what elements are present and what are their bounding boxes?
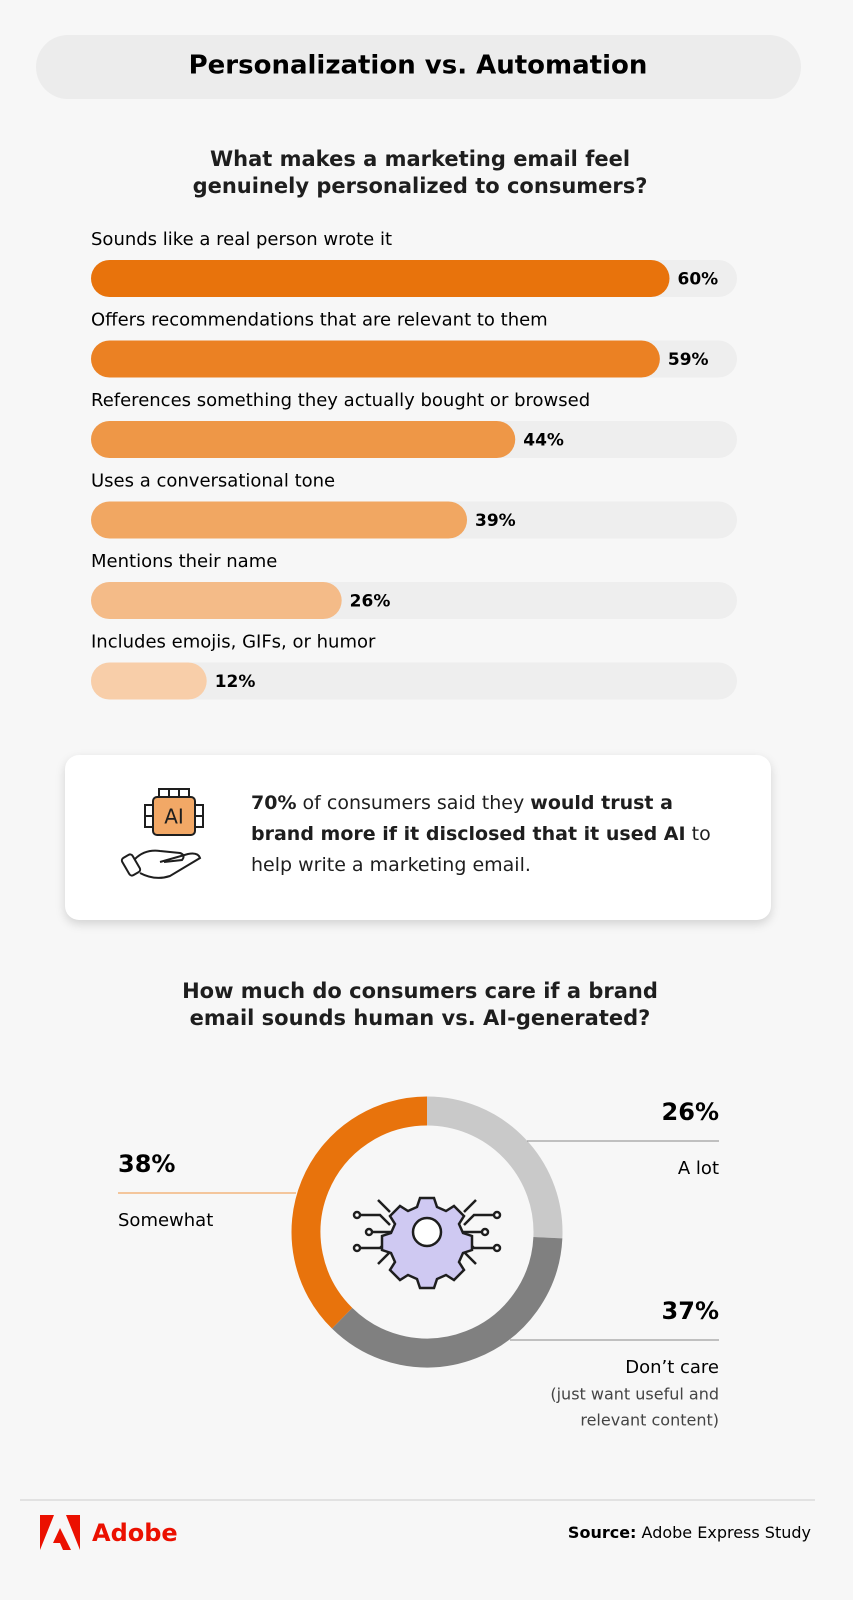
callout-text-part: of consumers said they [296, 792, 531, 814]
callout-stat: 70% [251, 792, 297, 814]
gear-icon [352, 1196, 502, 1290]
bar [91, 582, 342, 619]
page-title: Personalization vs. Automation [189, 51, 648, 81]
donut-chart-title: How much do consumers care if a brand em… [182, 979, 658, 1030]
bar [91, 260, 670, 297]
category-label: References something they actually bough… [91, 390, 590, 411]
icon-label: AI [164, 805, 184, 829]
bar [91, 501, 468, 539]
value-label: 38% [118, 1150, 175, 1178]
value-label: 60% [678, 270, 719, 290]
callout-emphasis: would trust a brand more if it disclosed… [251, 792, 686, 845]
category-label: Offers recommendations that are relevant… [91, 310, 548, 331]
header-pill [36, 35, 801, 99]
annotation: relevant content) [580, 1411, 719, 1430]
bar [91, 662, 207, 700]
callout: AI 70% of consumers said they would trus… [65, 755, 771, 920]
donut-segment [331, 1236, 563, 1368]
annotation: (just want useful and [550, 1385, 719, 1404]
donut-segment [426, 1096, 563, 1239]
donut-segment [291, 1096, 428, 1329]
callout-text: 70% of consumers said they would trust a… [251, 788, 721, 881]
value-label: 26% [662, 1098, 719, 1126]
category-label: Somewhat [118, 1210, 213, 1231]
source-text: Adobe Express Study [636, 1523, 811, 1542]
value-label: 37% [662, 1297, 719, 1325]
value-label: 39% [475, 511, 516, 531]
callout-text-part: to help write a marketing email. [251, 823, 711, 876]
value-label: 44% [523, 431, 564, 451]
value-label: 59% [668, 350, 709, 370]
bar [91, 421, 516, 458]
logo-text: Adobe [92, 1519, 178, 1547]
source: Source: Adobe Express Study [568, 1523, 811, 1542]
ai-icon: AI [120, 788, 204, 879]
category-label: Don’t care [625, 1357, 719, 1378]
bar-chart-title: What makes a marketing email feel genuin… [192, 147, 648, 198]
category-label: A lot [678, 1158, 719, 1179]
category-label: Uses a conversational tone [91, 471, 335, 492]
value-label: 26% [350, 592, 391, 612]
category-label: Sounds like a real person wrote it [91, 229, 392, 250]
bar-track [91, 662, 737, 700]
category-label: Includes emojis, GIFs, or humor [91, 632, 376, 653]
adobe-logo-mark [40, 1515, 80, 1550]
source-label: Source: [568, 1523, 637, 1542]
value-label: 12% [215, 672, 256, 692]
category-label: Mentions their name [91, 551, 277, 572]
bar [91, 340, 660, 378]
